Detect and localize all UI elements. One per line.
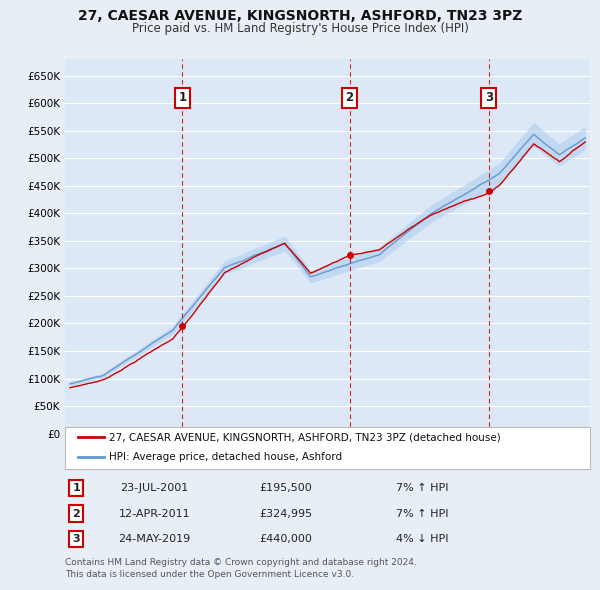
Text: £195,500: £195,500	[259, 483, 312, 493]
Text: This data is licensed under the Open Government Licence v3.0.: This data is licensed under the Open Gov…	[65, 570, 354, 579]
Text: 24-MAY-2019: 24-MAY-2019	[118, 534, 190, 544]
Text: 4% ↓ HPI: 4% ↓ HPI	[396, 534, 448, 544]
Text: 2: 2	[73, 509, 80, 519]
Text: 23-JUL-2001: 23-JUL-2001	[120, 483, 188, 493]
Text: HPI: Average price, detached house, Ashford: HPI: Average price, detached house, Ashf…	[109, 452, 343, 462]
Text: £324,995: £324,995	[259, 509, 312, 519]
Text: 7% ↑ HPI: 7% ↑ HPI	[396, 483, 448, 493]
Text: 1: 1	[73, 483, 80, 493]
Text: 12-APR-2011: 12-APR-2011	[118, 509, 190, 519]
Text: Price paid vs. HM Land Registry's House Price Index (HPI): Price paid vs. HM Land Registry's House …	[131, 22, 469, 35]
Text: £440,000: £440,000	[259, 534, 312, 544]
Text: 7% ↑ HPI: 7% ↑ HPI	[396, 509, 448, 519]
Text: 1: 1	[178, 91, 187, 104]
Text: Contains HM Land Registry data © Crown copyright and database right 2024.: Contains HM Land Registry data © Crown c…	[65, 558, 416, 566]
Text: 27, CAESAR AVENUE, KINGSNORTH, ASHFORD, TN23 3PZ: 27, CAESAR AVENUE, KINGSNORTH, ASHFORD, …	[78, 9, 522, 23]
Text: 3: 3	[73, 534, 80, 544]
Text: 27, CAESAR AVENUE, KINGSNORTH, ASHFORD, TN23 3PZ (detached house): 27, CAESAR AVENUE, KINGSNORTH, ASHFORD, …	[109, 432, 501, 442]
Text: 2: 2	[346, 91, 353, 104]
Text: 3: 3	[485, 91, 493, 104]
